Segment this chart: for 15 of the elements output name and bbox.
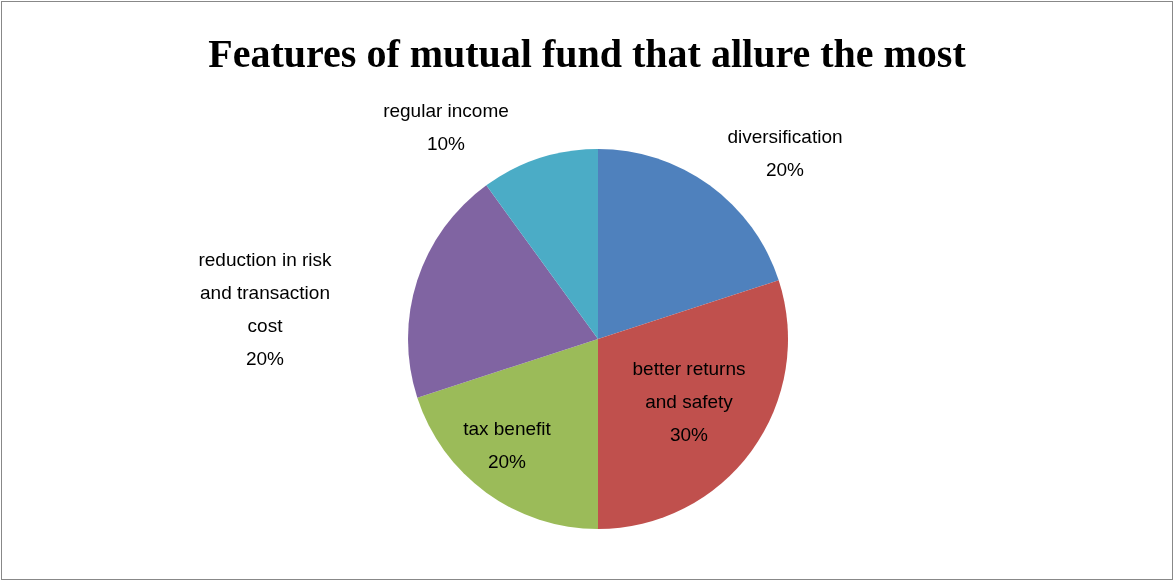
slice-label: tax benefit [463,417,552,438]
data-label: 30% [669,423,709,445]
pie-slice [417,339,598,529]
pie-slice [598,280,788,529]
data-label: 20% [245,347,285,368]
slice-label: diversification [727,125,843,146]
data-label: 20% [487,450,527,471]
data-label: 20% [765,158,805,179]
pie-slice [408,185,598,398]
pie-slice [486,149,598,339]
chart-title: Features of mutual fund that allure the most [207,30,967,77]
slice-label: better returns and safety [632,357,746,412]
data-label: 10% [426,132,466,153]
slice-label: reduction in risk and transaction cost [198,248,333,335]
slice-label: regular income [383,99,509,120]
